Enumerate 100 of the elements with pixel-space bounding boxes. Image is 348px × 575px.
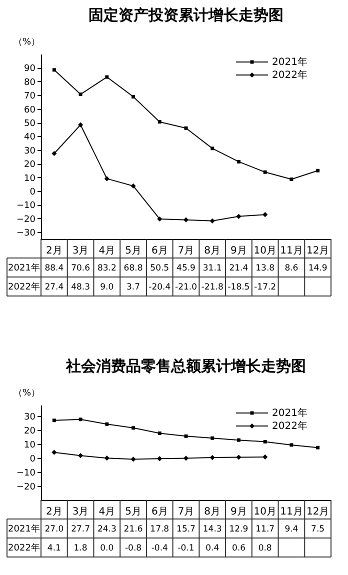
- data-label: 13.8: [256, 264, 275, 274]
- point: [105, 75, 109, 79]
- point: [130, 456, 136, 462]
- x-tick-label: 5月: [125, 506, 142, 518]
- data-label: -20.4: [148, 282, 171, 292]
- x-tick-label: 10月: [254, 506, 276, 518]
- x-tick-label: 4月: [98, 246, 116, 256]
- y-tick-label: 80: [24, 78, 36, 88]
- y-tick-label: 0: [30, 188, 36, 198]
- point: [158, 431, 162, 435]
- y-tick-label: −20: [16, 214, 36, 225]
- data-label: 4.1: [47, 544, 61, 554]
- point: [52, 450, 57, 455]
- data-label: 11.7: [256, 524, 275, 534]
- data-label: 12.9: [229, 524, 248, 534]
- y-tick-label: −20: [16, 482, 36, 493]
- y-tick-label: −10: [16, 468, 36, 479]
- data-label: 9.0: [100, 282, 114, 292]
- point: [210, 218, 215, 224]
- legend-label: 2021年: [272, 407, 308, 419]
- data-label: -0.1: [178, 544, 194, 554]
- point: [78, 418, 82, 422]
- point: [236, 160, 240, 164]
- point: [183, 217, 189, 222]
- point: [52, 150, 57, 156]
- x-tick-label: 6月: [151, 246, 168, 256]
- y-tick-label: 20: [24, 426, 36, 437]
- point: [104, 456, 110, 461]
- x-tick-label: 12月: [306, 506, 330, 518]
- point: [78, 453, 84, 458]
- point: [132, 95, 136, 98]
- point: [52, 68, 56, 72]
- y-tick-label: 10: [24, 174, 36, 184]
- data-label: 27.7: [71, 524, 90, 534]
- data-label: 14.9: [308, 264, 328, 274]
- x-tick-label: 7月: [178, 246, 194, 256]
- data-label: 8.6: [284, 264, 298, 274]
- data-label: 31.1: [202, 264, 222, 274]
- data-label: 27.4: [44, 282, 64, 292]
- data-label: -21.8: [201, 282, 224, 292]
- data-label: 48.3: [71, 282, 90, 292]
- point: [316, 168, 320, 172]
- legend-label: 2022年: [272, 69, 308, 81]
- point: [236, 454, 242, 460]
- data-label: 83.2: [97, 264, 116, 274]
- data-label: 21.4: [229, 264, 248, 274]
- x-tick-label: 12月: [306, 246, 330, 256]
- legend-label: 2021年: [272, 56, 308, 68]
- data-label: 24.3: [97, 524, 116, 534]
- data-label: -18.5: [228, 282, 250, 292]
- data-label: 88.4: [44, 264, 64, 274]
- data-label: 27.0: [44, 524, 64, 534]
- point: [263, 170, 267, 174]
- point: [290, 443, 294, 447]
- data-label: 9.4: [284, 524, 298, 534]
- x-tick-label: 9月: [230, 506, 247, 518]
- x-tick-label: 5月: [125, 246, 142, 256]
- point: [78, 92, 82, 96]
- point: [262, 212, 268, 218]
- data-label: 15.7: [176, 524, 196, 534]
- point: [210, 146, 214, 150]
- data-label: 21.6: [124, 524, 143, 534]
- data-label: 0.6: [232, 544, 246, 554]
- y-tick-label: −30: [16, 228, 36, 239]
- point: [290, 178, 294, 181]
- data-label: 50.5: [150, 264, 170, 274]
- text: 2022年: [8, 282, 40, 292]
- y-tick-label: 20: [24, 160, 36, 170]
- y-axis-title: （%）: [14, 388, 40, 398]
- point: [263, 440, 267, 444]
- y-tick-label: 60: [24, 105, 36, 116]
- x-tick-label: 2月: [46, 246, 62, 256]
- data-label: 45.9: [176, 264, 196, 274]
- data-label: 70.6: [71, 264, 90, 274]
- x-tick-label: 11月: [280, 506, 303, 518]
- data-label: 0.4: [206, 544, 220, 554]
- data-label: 68.8: [124, 264, 143, 274]
- point: [78, 122, 84, 128]
- text: 2022年: [8, 544, 40, 554]
- point: [210, 454, 215, 460]
- point: [157, 456, 162, 462]
- legend-label: 2022年: [272, 420, 308, 432]
- x-tick-label: 9月: [230, 246, 247, 256]
- point: [236, 438, 240, 442]
- x-tick-label: 2月: [46, 506, 62, 518]
- y-tick-label: 70: [24, 92, 36, 102]
- point: [158, 120, 162, 124]
- x-tick-label: 8月: [204, 506, 221, 518]
- data-label: 3.7: [126, 282, 140, 292]
- y-tick-label: 90: [24, 64, 36, 74]
- point: [132, 426, 136, 430]
- x-tick-label: 8月: [204, 246, 221, 256]
- x-tick-label: 7月: [178, 506, 194, 518]
- y-axis-title: （%）: [14, 38, 40, 48]
- x-tick-label: 6月: [151, 506, 168, 518]
- text: 2021年: [8, 264, 40, 274]
- point: [104, 176, 110, 182]
- x-tick-label: 4月: [98, 506, 116, 518]
- data-label: 14.3: [202, 524, 222, 534]
- point: [130, 183, 136, 189]
